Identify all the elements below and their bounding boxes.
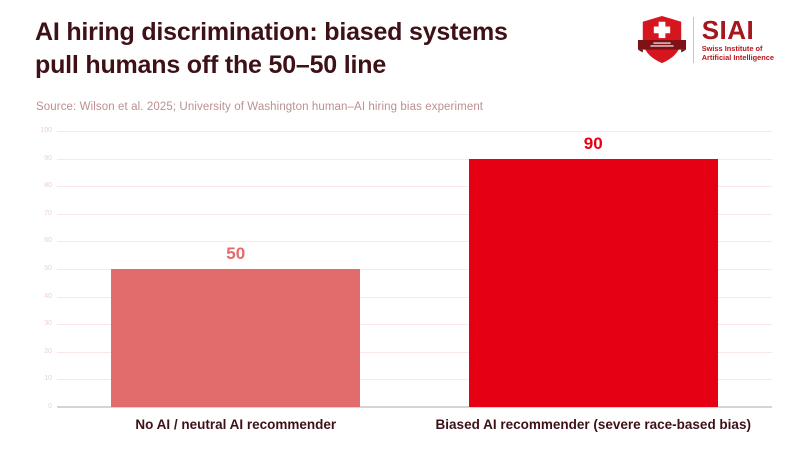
bar-neutral-recommender [111, 269, 361, 407]
y-tick-label: 70 [44, 209, 52, 217]
category-label: No AI / neutral AI recommender [135, 417, 337, 432]
bar-value-label: 90 [583, 133, 603, 153]
page-title-line2: pull humans off the 50–50 line [35, 51, 387, 79]
y-tick-label: 10 [44, 375, 52, 383]
gridline [57, 324, 772, 326]
logo-divider [692, 17, 694, 63]
bar-biased-recommender [468, 158, 718, 407]
y-tick-label: 90 [44, 154, 52, 162]
y-tick-label: 80 [44, 182, 52, 190]
gridline [57, 296, 772, 298]
x-axis-baseline [57, 406, 772, 408]
gridline [57, 186, 772, 188]
gridline [57, 351, 772, 353]
gridline [57, 241, 772, 243]
y-tick-label: 0 [48, 403, 52, 410]
y-tick-label: 100 [40, 127, 52, 134]
logo-subtitle-line2: Artificial Intelligence [701, 53, 774, 62]
gridline [57, 213, 772, 215]
bar-value-label: 50 [226, 244, 246, 263]
logo-text-block: SIAI Swiss Institute of Artificial Intel… [701, 15, 774, 62]
y-tick-label: 40 [44, 292, 52, 300]
y-tick-label: 20 [44, 347, 52, 355]
gridline [57, 379, 772, 381]
y-tick-label: 30 [44, 320, 52, 328]
y-tick-label: 50 [44, 265, 52, 272]
siai-logo: SIAI Swiss Institute of Artificial Intel… [637, 14, 774, 66]
gridline [57, 131, 772, 132]
logo-name: SIAI [701, 15, 755, 45]
page-title-line1: AI hiring discrimination: biased systems [35, 18, 508, 46]
logo-subtitle-line1: Swiss Institute of [701, 44, 763, 53]
source-note: Source: Wilson et al. 2025; University o… [36, 101, 484, 113]
gridline [57, 269, 772, 270]
swiss-shield-icon [637, 15, 686, 64]
gridline [57, 158, 772, 160]
y-tick-label: 60 [44, 237, 52, 245]
category-label: Biased AI recommender (severe race-based… [435, 417, 751, 432]
page-title: AI hiring discrimination: biased systems… [35, 16, 635, 82]
